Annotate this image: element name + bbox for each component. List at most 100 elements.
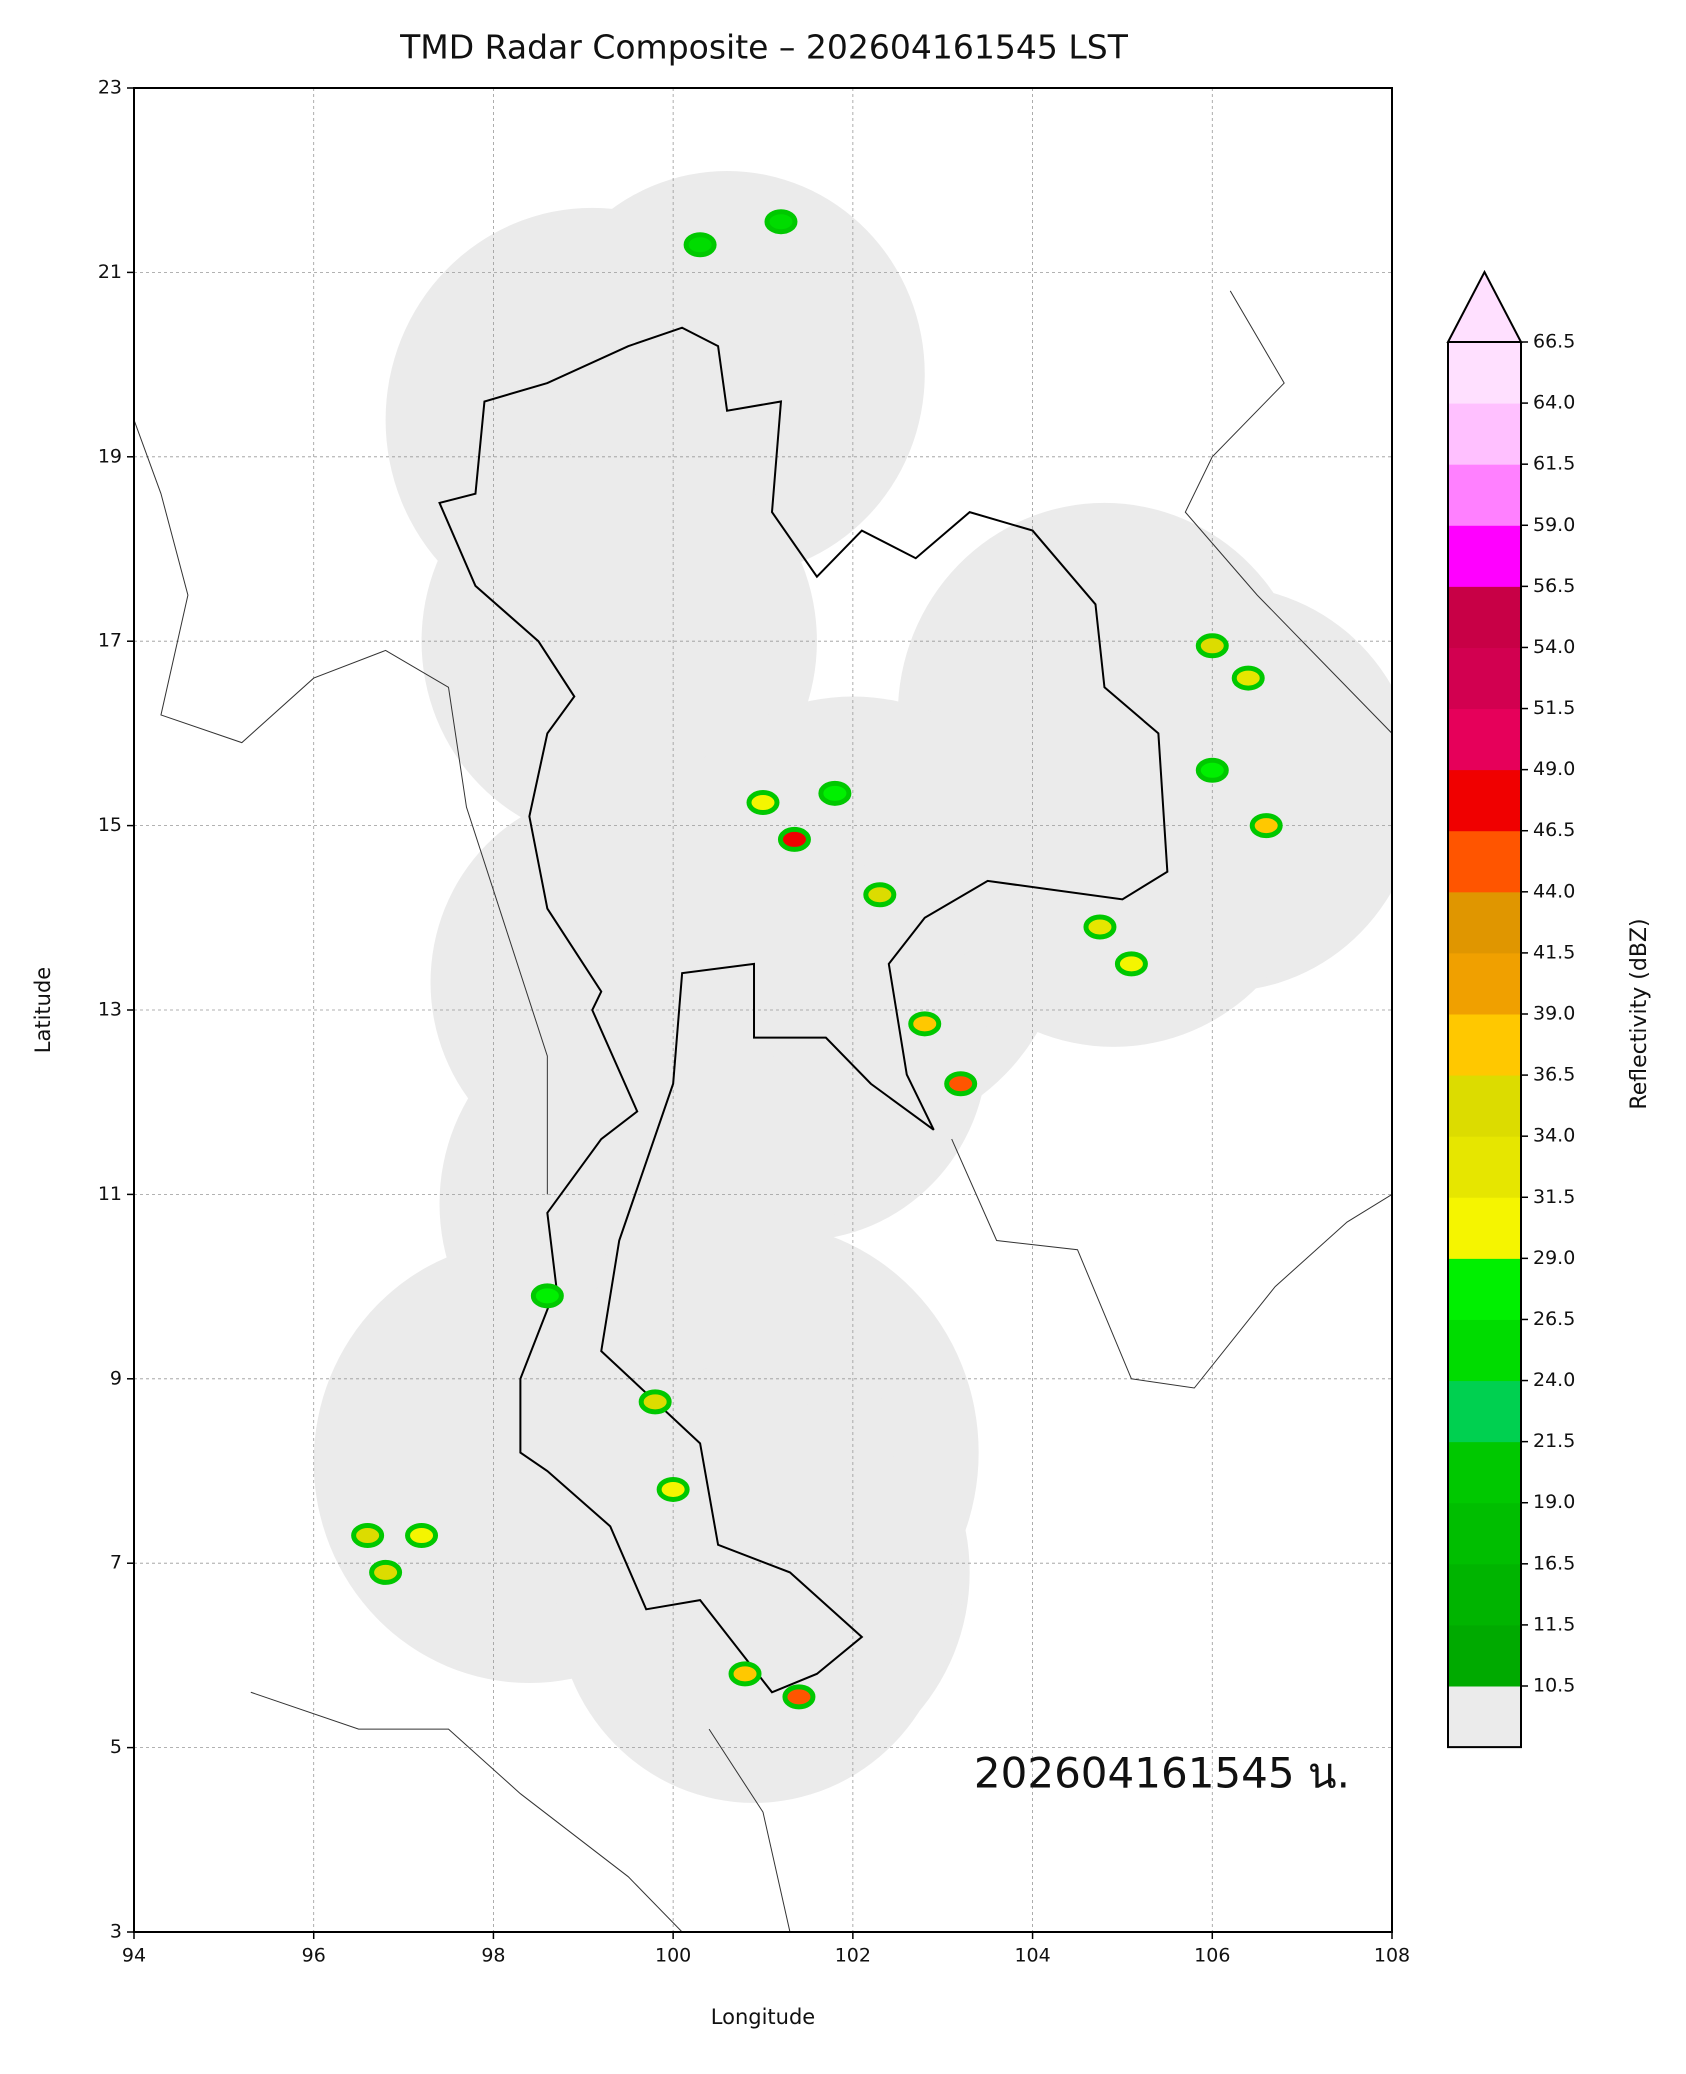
colorbar-band (1448, 525, 1521, 587)
radar-echo (638, 1389, 672, 1415)
y-tick-label: 3 (110, 1921, 122, 1943)
colorbar-band (1448, 769, 1521, 832)
colorbar-tick-label: 10.5 (1533, 1675, 1575, 1697)
radar-echo (1195, 633, 1229, 659)
colorbar-tick-label: 51.5 (1533, 697, 1575, 719)
colorbar-band (1448, 1563, 1521, 1626)
colorbar-band (1448, 1258, 1521, 1320)
colorbar-tick-label: 19.0 (1533, 1491, 1575, 1513)
x-tick-label: 96 (302, 1945, 326, 1967)
radar-echo (1083, 914, 1117, 940)
colorbar-tick-label: 44.0 (1533, 880, 1575, 902)
radar-echo (1195, 757, 1229, 783)
colorbar-tick-label: 66.5 (1533, 331, 1575, 353)
colorbar-tick-label: 61.5 (1533, 453, 1575, 475)
colorbar-tick-label: 24.0 (1533, 1369, 1575, 1391)
coastline (951, 1138, 1392, 1389)
y-tick-label: 11 (98, 1183, 122, 1205)
radar-echo (530, 1283, 564, 1309)
colorbar-tick-label: 11.5 (1533, 1613, 1575, 1635)
radar-echo (369, 1559, 403, 1585)
y-tick-label: 5 (110, 1736, 122, 1758)
radar-coverage (556, 1397, 952, 1803)
colorbar-tick-label: 64.0 (1533, 392, 1575, 414)
colorbar-tick-label: 34.0 (1533, 1125, 1575, 1147)
colorbar-label: Reflectivity (dBZ) (1627, 918, 1652, 1109)
colorbar-extend (1446, 269, 1523, 343)
x-tick-label: 108 (1374, 1945, 1410, 1967)
y-tick-label: 13 (98, 999, 122, 1021)
y-tick-label: 23 (98, 77, 122, 99)
radar-echo (818, 780, 852, 806)
radar-echo (1231, 665, 1265, 691)
colorbar-band (1448, 647, 1521, 710)
coastline (708, 1728, 791, 1932)
title: TMD Radar Composite – 202604161545 LST (399, 28, 1129, 67)
colorbar-tick-label: 26.5 (1533, 1308, 1575, 1330)
radar-echo (1114, 951, 1148, 977)
colorbar-tick-label: 31.5 (1533, 1186, 1575, 1208)
radar-echo (863, 882, 897, 908)
radar-echo (746, 790, 780, 816)
colorbar-tick-label: 54.0 (1533, 636, 1575, 658)
radar-echo (777, 826, 811, 852)
coastline (250, 1691, 683, 1932)
x-tick-label: 94 (122, 1945, 146, 1967)
coastline (134, 419, 548, 1195)
x-axis-label: Longitude (711, 2005, 815, 2029)
colorbar-tick-label: 49.0 (1533, 758, 1575, 780)
radar-echo (656, 1476, 690, 1502)
x-tick-label: 106 (1194, 1945, 1230, 1967)
colorbar-band (1448, 1014, 1521, 1076)
radar-echo (351, 1523, 385, 1549)
radar-echo (944, 1071, 978, 1097)
radar-echo (908, 1011, 942, 1037)
colorbar-tick-label: 39.0 (1533, 1003, 1575, 1025)
radar-echo (1249, 813, 1283, 839)
colorbar-tick-label: 41.5 (1533, 941, 1575, 963)
radar-echo (683, 232, 717, 258)
axes-frame (133, 87, 1393, 1933)
colorbar-tick-label: 16.5 (1533, 1552, 1575, 1574)
coastline (1184, 290, 1392, 734)
colorbar-band (1448, 1380, 1521, 1443)
colorbar-band (1448, 708, 1521, 771)
y-tick-label: 9 (110, 1367, 122, 1389)
colorbar-below (1448, 1686, 1521, 1748)
colorbar-tick-label: 21.5 (1533, 1430, 1575, 1452)
map-area (134, 88, 1392, 1932)
y-tick-label: 17 (98, 630, 122, 652)
radar-echo (782, 1684, 816, 1710)
thailand-border (438, 326, 1169, 1694)
colorbar-band (1448, 586, 1521, 648)
colorbar-frame (1447, 342, 1522, 1749)
radar-echo (405, 1523, 439, 1549)
y-tick-label: 19 (98, 445, 122, 467)
y-tick-label: 21 (98, 261, 122, 283)
colorbar-band (1448, 1075, 1521, 1137)
colorbar-band (1448, 1136, 1521, 1198)
colorbar-tick-label: 59.0 (1533, 514, 1575, 536)
colorbar-band (1448, 342, 1521, 404)
colorbar-band (1448, 1502, 1521, 1565)
x-tick-label: 98 (481, 1945, 505, 1967)
timestamp-annotation: 202604161545 น. (974, 1749, 1350, 1798)
colorbar-tick-label: 36.5 (1533, 1064, 1575, 1086)
colorbar-band (1448, 952, 1521, 1015)
colorbar-tick-label: 29.0 (1533, 1247, 1575, 1269)
x-tick-label: 104 (1014, 1945, 1050, 1967)
colorbar-band (1448, 1624, 1521, 1687)
x-tick-label: 100 (655, 1945, 691, 1967)
colorbar-band (1448, 464, 1521, 526)
colorbar-band (1448, 1441, 1521, 1504)
colorbar-tick-label: 46.5 (1533, 819, 1575, 841)
colorbar-band (1448, 1319, 1521, 1382)
colorbar-band (1448, 1197, 1521, 1259)
radar-echo (764, 209, 798, 235)
colorbar-band (1448, 891, 1521, 954)
colorbar-band (1448, 403, 1521, 465)
y-tick-label: 7 (110, 1552, 122, 1574)
radar-echo (728, 1661, 762, 1687)
colorbar-band (1448, 830, 1521, 893)
